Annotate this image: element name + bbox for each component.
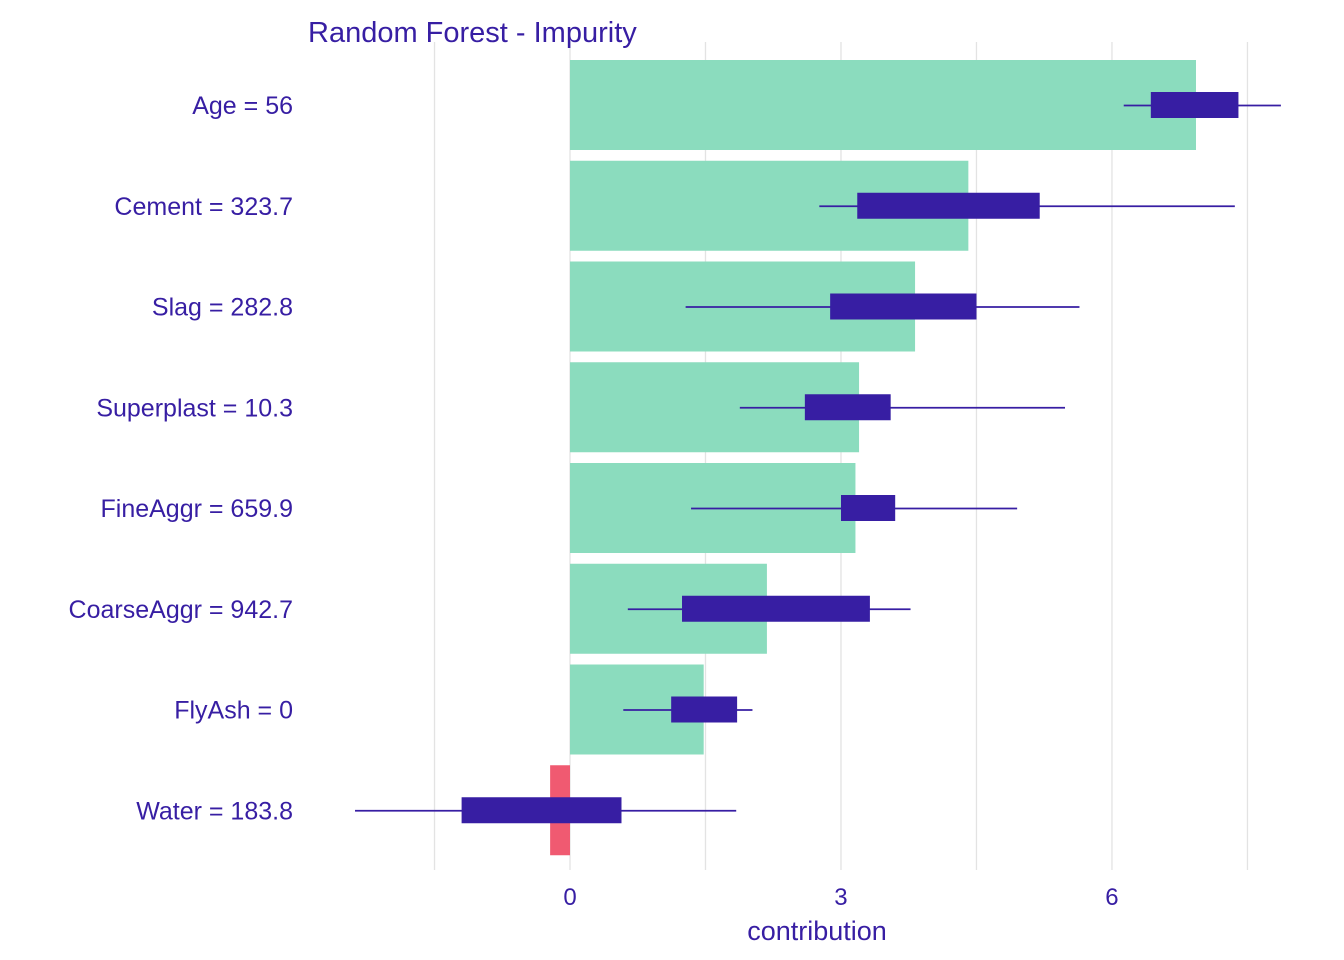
bars — [550, 60, 1196, 856]
category-label: Superplast = 10.3 — [96, 394, 293, 422]
contribution-bar — [570, 60, 1196, 150]
category-label: Slag = 282.8 — [152, 294, 293, 322]
category-label: Water = 183.8 — [136, 797, 293, 825]
boxplot-box — [682, 595, 870, 622]
boxplot-box — [840, 495, 896, 521]
category-label: Age = 56 — [192, 92, 293, 120]
boxplot-box — [1150, 92, 1239, 118]
boxplot-box — [461, 797, 622, 824]
category-label: FineAggr = 659.9 — [101, 495, 294, 523]
boxplot-box — [857, 192, 1040, 219]
boxplot-box — [804, 394, 891, 421]
category-label: CoarseAggr = 942.7 — [69, 596, 293, 624]
boxplot-box — [671, 696, 738, 723]
category-label: FlyAsh = 0 — [174, 697, 293, 725]
category-label: Cement = 323.7 — [114, 193, 293, 221]
category-labels: Age = 56 Cement = 323.7 Slag = 282.8 Superp… — [69, 92, 293, 825]
x-tick-labels: 0 3 6 — [563, 884, 1118, 911]
x-tick-label: 0 — [563, 884, 576, 911]
x-tick-label: 6 — [1105, 884, 1118, 911]
x-tick-label: 3 — [834, 884, 847, 911]
chart-title: Random Forest - Impurity — [308, 17, 637, 49]
boxplot-box — [830, 293, 977, 320]
boxplots — [355, 92, 1281, 824]
x-axis-label: contribution — [747, 916, 887, 946]
